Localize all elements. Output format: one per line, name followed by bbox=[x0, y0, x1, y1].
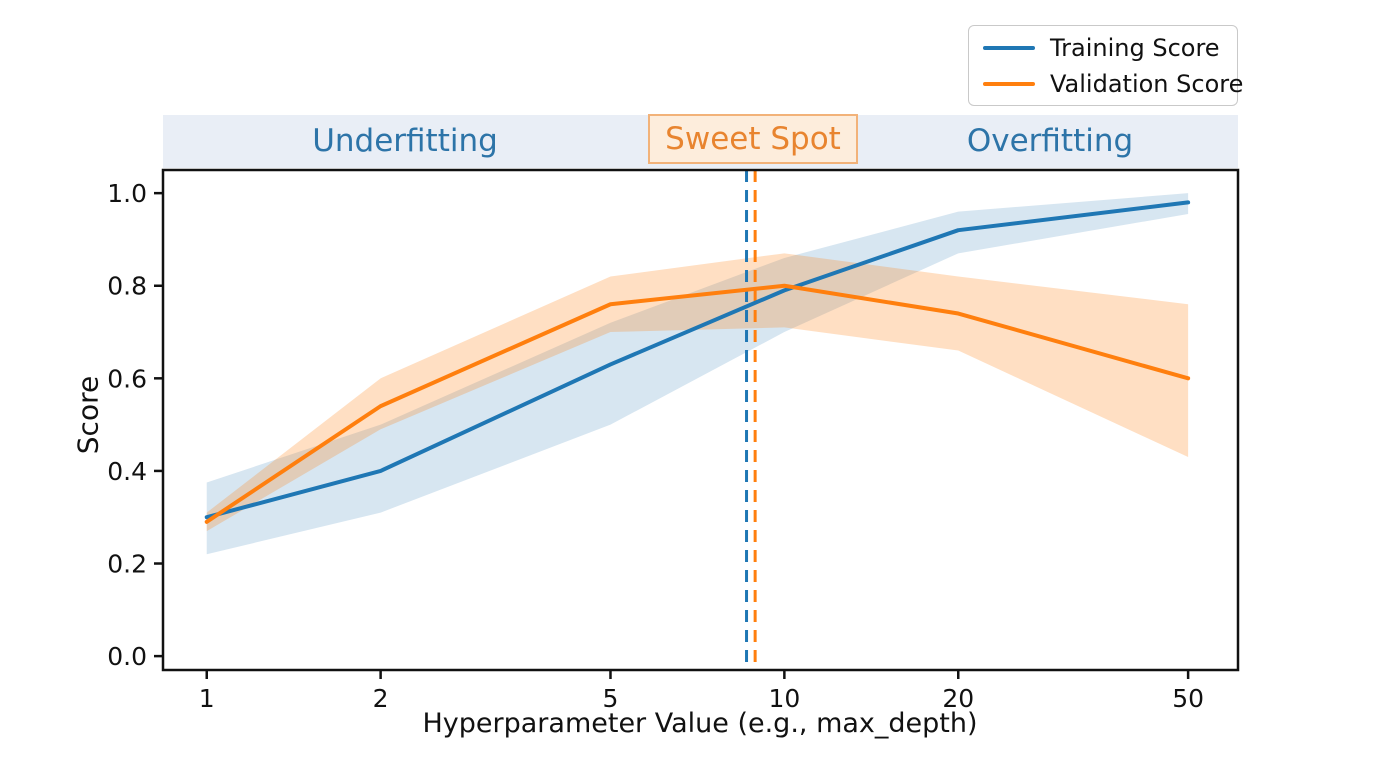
overfitting-region-label: Overfitting bbox=[966, 123, 1134, 159]
legend: Training Score Validation Score bbox=[968, 25, 1243, 106]
y-tick-label: 0.0 bbox=[107, 642, 147, 671]
training-line-swatch bbox=[983, 45, 1035, 50]
x-tick-label: 1 bbox=[199, 684, 215, 713]
x-tick-label: 50 bbox=[1172, 684, 1204, 713]
y-tick-label: 0.2 bbox=[107, 550, 147, 579]
x-tick-label: 2 bbox=[373, 684, 389, 713]
legend-label-training: Training Score bbox=[1050, 33, 1220, 62]
validation-score-line bbox=[204, 283, 1191, 524]
training-confidence-band bbox=[206, 193, 1189, 555]
y-tick-label: 1.0 bbox=[107, 179, 147, 208]
x-tick-label: 5 bbox=[603, 684, 619, 713]
x-tick-label: 10 bbox=[768, 684, 800, 713]
axes-frame bbox=[161, 168, 1240, 672]
underfitting-region-label: Underfitting bbox=[312, 123, 498, 159]
legend-label-validation: Validation Score bbox=[1050, 69, 1244, 98]
x-tick-label: 20 bbox=[942, 684, 974, 713]
y-tick-label: 0.4 bbox=[107, 457, 147, 486]
legend-item-training: Training Score bbox=[983, 34, 1223, 62]
sweet-spot-label: Sweet Spot bbox=[665, 121, 841, 157]
validation-confidence-band bbox=[206, 253, 1189, 532]
legend-item-validation: Validation Score bbox=[983, 70, 1243, 98]
validation-line-swatch bbox=[983, 81, 1035, 86]
sweet-spot-box: Sweet Spot bbox=[648, 114, 858, 164]
y-axis-label: Score bbox=[71, 375, 105, 455]
y-tick-label: 0.8 bbox=[107, 272, 147, 301]
training-score-line bbox=[204, 200, 1191, 520]
x-axis-label: Hyperparameter Value (e.g., max_depth) bbox=[422, 708, 978, 739]
y-tick-label: 0.6 bbox=[107, 364, 147, 393]
fit-regions-banner: Underfitting Sweet Spot Overfitting bbox=[163, 114, 1238, 168]
